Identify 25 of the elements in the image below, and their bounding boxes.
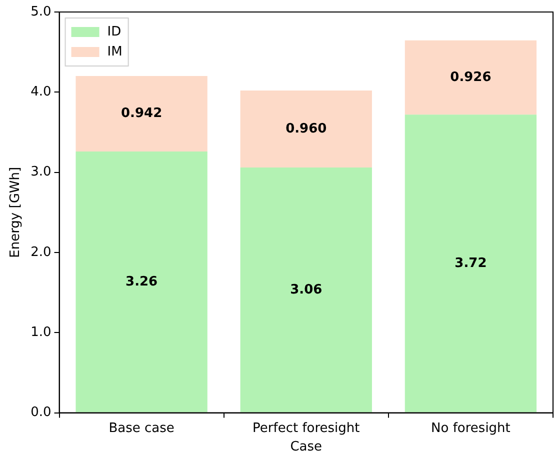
y-tick-label: 1.0 (30, 325, 52, 340)
x-tick-label: Base case (108, 420, 174, 436)
bar (404, 40, 537, 115)
y-axis-title: Energy [GWh] (8, 166, 24, 258)
x-axis-title: Case (290, 440, 322, 455)
x-tick-label: No foresight (431, 420, 510, 436)
y-tick-label: 5.0 (30, 4, 52, 20)
bar (240, 168, 372, 412)
data-label: 3.06 (290, 282, 322, 298)
legend-label: ID (107, 24, 122, 40)
data-label: 3.26 (126, 274, 158, 290)
x-tick-label: Perfect foresight (252, 420, 360, 436)
data-label: 0.960 (286, 121, 327, 136)
data-label: 0.942 (121, 106, 162, 122)
y-tick-label: 2.0 (30, 244, 52, 260)
bar (76, 151, 208, 412)
y-tick-label: 0.0 (30, 405, 52, 420)
bar (76, 76, 208, 152)
y-tick-label: 3.0 (30, 164, 52, 180)
bar (404, 114, 537, 412)
data-label: 0.926 (450, 70, 492, 85)
data-label: 3.72 (454, 256, 487, 271)
bar (240, 90, 372, 168)
legend-label: IM (107, 44, 122, 60)
y-tick-label: 4.0 (30, 84, 52, 100)
